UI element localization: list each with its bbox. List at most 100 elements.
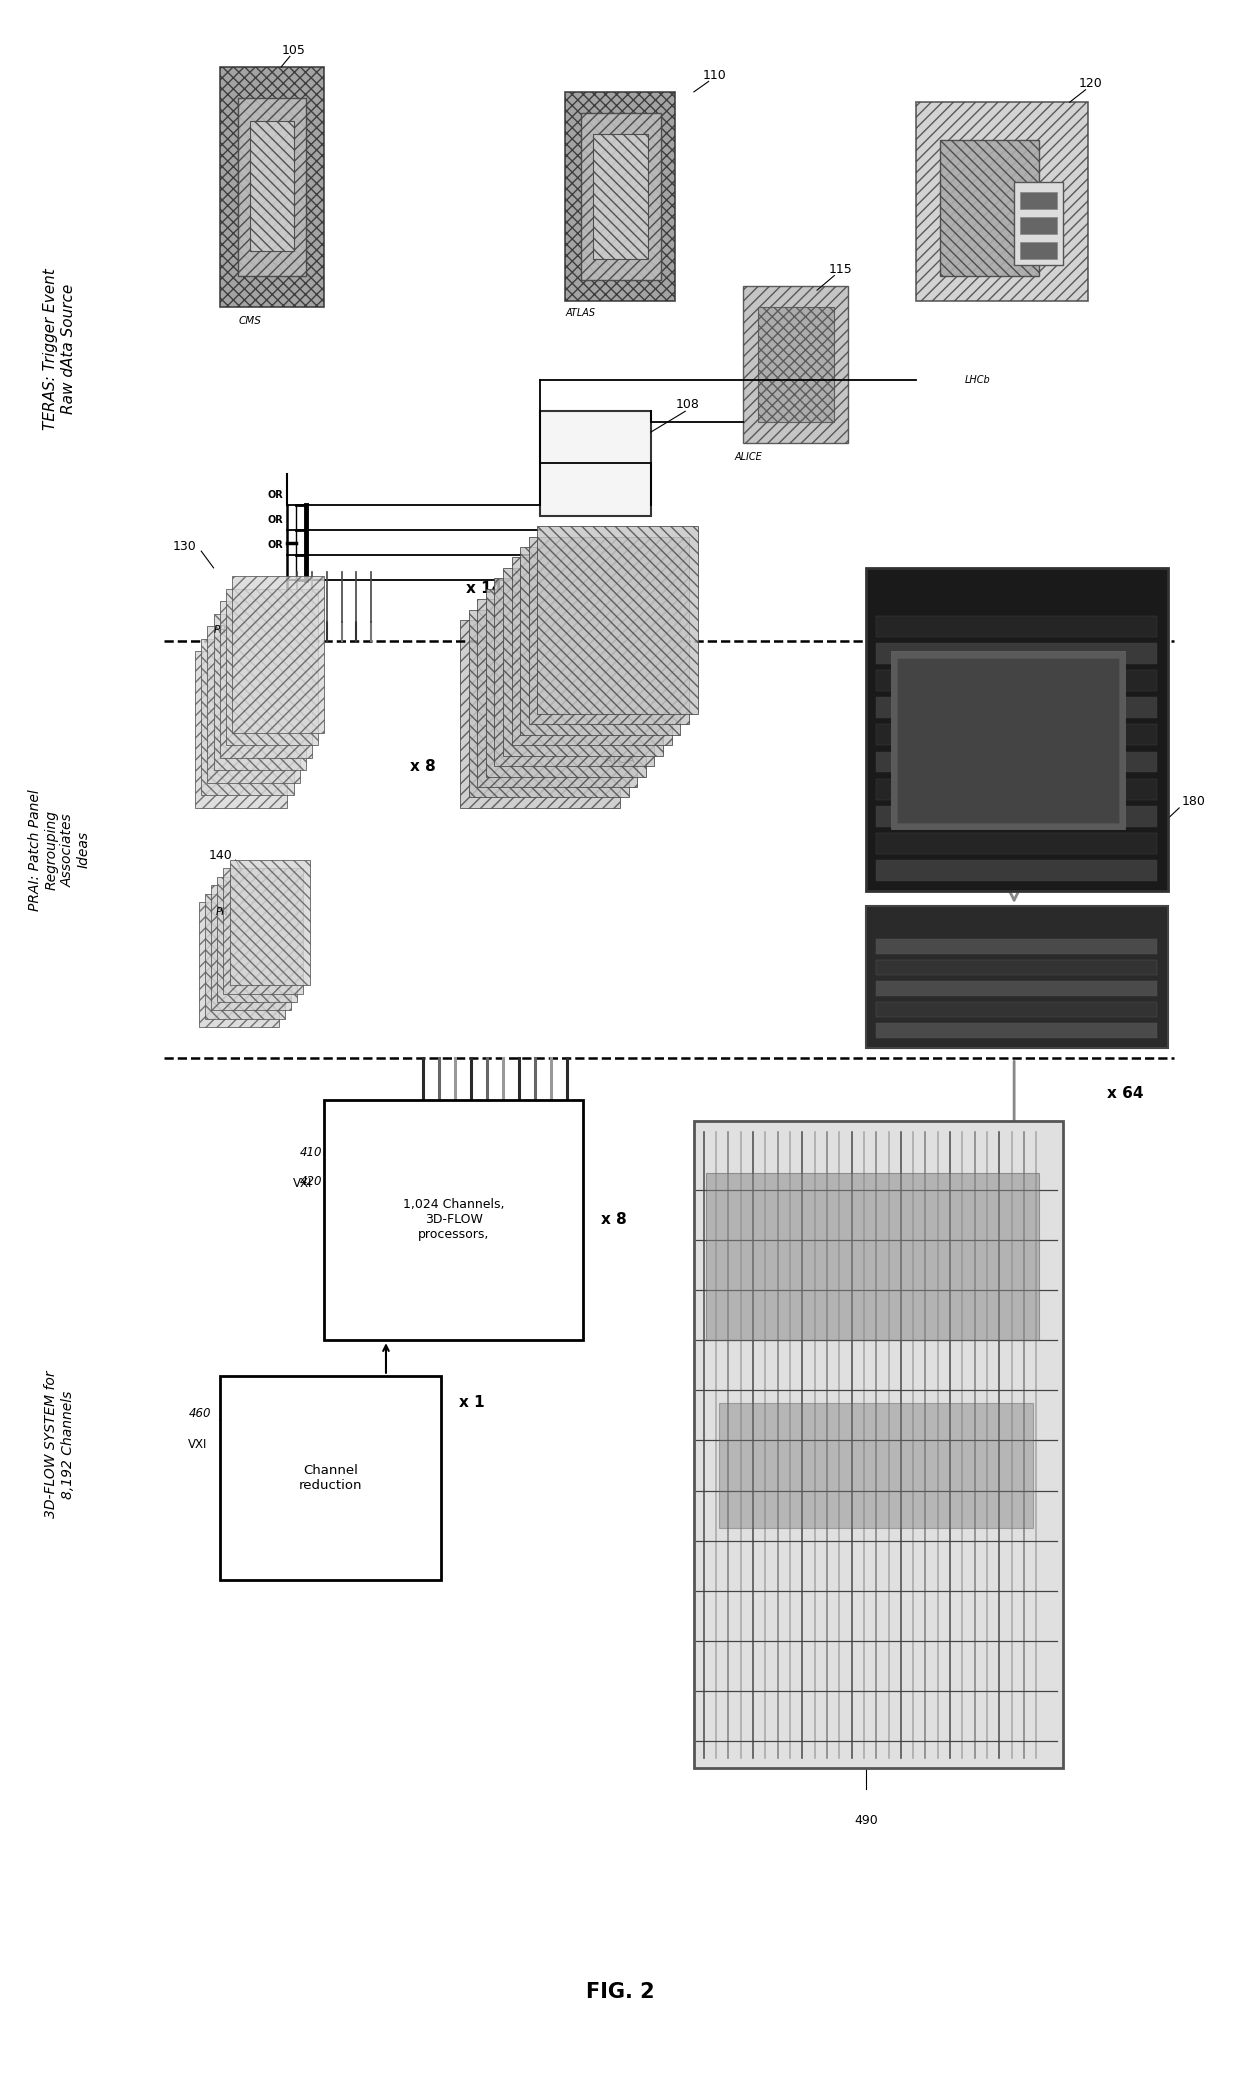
Text: 120: 120 (1079, 78, 1102, 90)
Text: TERAS: Trigger Event
Raw dAta Source: TERAS: Trigger Event Raw dAta Source (43, 268, 76, 430)
Bar (207, 627, 300, 784)
Bar (940, 140, 1039, 275)
Text: 180: 180 (1182, 794, 1205, 809)
Text: x 8: x 8 (410, 759, 435, 773)
Bar (867, 905, 1168, 1048)
Text: 108: 108 (676, 398, 699, 411)
Bar (205, 893, 285, 1019)
Bar (1021, 218, 1058, 235)
Text: x 14: x 14 (466, 581, 502, 595)
Bar (528, 537, 689, 725)
Text: OR: OR (268, 516, 283, 524)
Bar (460, 620, 620, 807)
Bar (195, 652, 288, 807)
Text: ATCA: ATCA (604, 752, 636, 767)
Bar (718, 1402, 1033, 1528)
Bar (877, 1002, 1157, 1017)
Bar (503, 568, 663, 757)
Bar (537, 526, 698, 715)
Bar (469, 610, 629, 796)
Bar (521, 547, 681, 736)
Bar (877, 960, 1157, 975)
Bar (495, 578, 655, 767)
Bar (219, 602, 312, 759)
Bar (743, 285, 848, 442)
Bar (877, 832, 1157, 853)
Text: 130: 130 (172, 541, 197, 553)
Text: 420: 420 (299, 1176, 322, 1188)
Bar (238, 99, 306, 275)
Bar (877, 859, 1157, 880)
Bar (580, 113, 661, 279)
Text: x 8: x 8 (601, 1211, 626, 1226)
Bar (892, 652, 1125, 828)
Text: 115: 115 (828, 262, 852, 277)
Text: 460: 460 (188, 1406, 211, 1419)
Bar (915, 103, 1087, 300)
Bar (877, 752, 1157, 773)
Bar (539, 411, 651, 516)
Bar (877, 616, 1157, 637)
Bar (198, 901, 279, 1027)
Text: VXI: VXI (293, 1178, 312, 1191)
Text: VXI: VXI (188, 1438, 207, 1450)
Bar (877, 805, 1157, 826)
Text: PRAI-F: PRAI-F (216, 908, 249, 918)
Text: 490: 490 (854, 1813, 878, 1828)
Bar (758, 306, 835, 421)
Bar (1014, 182, 1064, 264)
Text: FIG. 2: FIG. 2 (585, 1981, 655, 2002)
Bar (877, 939, 1157, 954)
Bar (219, 1375, 441, 1580)
Text: PRAI-B: PRAI-B (213, 625, 248, 635)
Bar (877, 671, 1157, 692)
Text: OR: OR (268, 490, 283, 499)
Text: CMS: CMS (239, 316, 262, 327)
Bar (232, 576, 325, 734)
Bar (877, 643, 1157, 664)
Bar (1021, 193, 1058, 210)
Text: 145: 145 (1074, 941, 1097, 954)
Bar (486, 589, 646, 778)
Bar (694, 1121, 1064, 1769)
Text: 140: 140 (208, 849, 232, 861)
Text: 105: 105 (281, 44, 305, 57)
Bar (211, 885, 291, 1010)
Bar (707, 1174, 1039, 1339)
Bar (877, 780, 1157, 799)
Bar (477, 599, 637, 786)
Text: ATLAS: ATLAS (565, 308, 595, 319)
Text: x 64: x 64 (1107, 1086, 1143, 1100)
Bar (897, 658, 1118, 822)
Text: OR: OR (268, 541, 283, 549)
Bar (564, 92, 676, 300)
Bar (217, 876, 298, 1002)
Bar (201, 639, 294, 794)
Text: Channel
reduction: Channel reduction (299, 1465, 362, 1492)
Bar (325, 1100, 583, 1339)
Text: 110: 110 (703, 69, 727, 82)
Bar (877, 1023, 1157, 1038)
Bar (877, 698, 1157, 719)
Bar (219, 67, 325, 306)
Bar (229, 859, 310, 985)
Text: 1,024 Channels,
3D-FLOW
processors,: 1,024 Channels, 3D-FLOW processors, (403, 1197, 505, 1241)
Bar (226, 589, 319, 746)
Text: 410: 410 (299, 1147, 322, 1159)
Bar (250, 122, 294, 252)
Text: x 1: x 1 (459, 1396, 485, 1411)
Text: 3D-FLOW SYSTEM for
8,192 Channels: 3D-FLOW SYSTEM for 8,192 Channels (45, 1371, 74, 1518)
Bar (512, 558, 672, 746)
Text: 128 ch.: 128 ch. (1004, 989, 1048, 1002)
Bar (213, 614, 306, 771)
Bar (1021, 243, 1058, 260)
Text: 135: 135 (553, 599, 577, 612)
Bar (223, 868, 304, 994)
Bar (867, 568, 1168, 891)
Text: ALICE: ALICE (734, 453, 761, 463)
Bar (877, 725, 1157, 746)
Bar (593, 134, 649, 260)
Text: PRAI: Patch Panel
Regrouping
Associates
Ideas: PRAI: Patch Panel Regrouping Associates … (29, 788, 91, 910)
Bar (877, 981, 1157, 996)
Text: LHCb: LHCb (965, 375, 990, 386)
